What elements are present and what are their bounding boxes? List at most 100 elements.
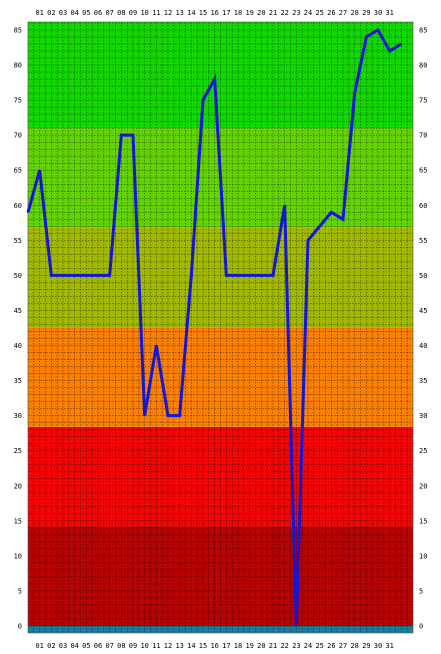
x-tick-bottom-02: 02 <box>47 642 55 650</box>
x-tick-bottom-25: 25 <box>315 642 323 650</box>
x-tick-bottom-04: 04 <box>70 642 78 650</box>
x-tick-top-24: 24 <box>304 9 312 17</box>
x-tick-top-31: 31 <box>385 9 393 17</box>
series-point-0-31 <box>388 50 391 52</box>
series-point-0-6 <box>97 274 99 277</box>
series-point-0-4 <box>73 274 76 277</box>
x-tick-bottom-23: 23 <box>292 642 300 650</box>
y-tick-right-30: 30 <box>419 412 427 420</box>
y-tick-right-50: 50 <box>419 272 427 280</box>
x-tick-bottom-06: 06 <box>94 642 102 650</box>
x-tick-top-20: 20 <box>257 9 265 17</box>
x-tick-top-10: 10 <box>140 9 148 17</box>
series-point-0-11 <box>155 344 158 347</box>
y-axis-left: 0 5 10 15 20 25 30 35 40 45 50 55 60 65 70 75 80 85 <box>14 27 22 631</box>
x-axis-bottom: 01 02 03 04 05 06 07 08 09 10 11 12 13 14 15 16 17 18 19 20… <box>35 642 393 650</box>
series-point-0-24 <box>307 239 309 242</box>
x-tick-bottom-16: 16 <box>210 642 218 650</box>
series-point-0-1 <box>38 169 41 172</box>
x-tick-top-11: 11 <box>152 9 160 17</box>
y-tick-right-35: 35 <box>419 377 427 385</box>
x-tick-bottom-03: 03 <box>59 642 67 650</box>
x-tick-top-03: 03 <box>59 9 67 17</box>
x-tick-top-23: 23 <box>292 9 300 17</box>
x-tick-top-01: 01 <box>35 9 43 17</box>
series-point-0-20 <box>260 274 263 277</box>
x-tick-top-02: 02 <box>47 9 55 17</box>
y-tick-left-5: 5 <box>18 587 22 595</box>
x-tick-bottom-11: 11 <box>152 642 160 650</box>
x-tick-top-26: 26 <box>327 9 335 17</box>
y-tick-left-75: 75 <box>14 97 22 105</box>
x-tick-bottom-17: 17 <box>222 642 230 650</box>
y-tick-left-45: 45 <box>14 307 22 315</box>
series-point-0-19 <box>248 274 251 277</box>
y-tick-right-5: 5 <box>419 587 423 595</box>
x-tick-top-06: 06 <box>94 9 102 17</box>
series-point-0-28 <box>353 92 356 94</box>
x-tick-top-25: 25 <box>315 9 323 17</box>
x-tick-top-04: 04 <box>70 9 78 17</box>
x-tick-top-27: 27 <box>339 9 347 17</box>
x-tick-bottom-26: 26 <box>327 642 335 650</box>
x-tick-bottom-24: 24 <box>304 642 312 650</box>
y-tick-left-20: 20 <box>14 482 22 490</box>
x-tick-bottom-15: 15 <box>199 642 207 650</box>
x-tick-top-19: 19 <box>245 9 253 17</box>
x-tick-bottom-30: 30 <box>374 642 382 650</box>
y-tick-left-80: 80 <box>14 62 22 70</box>
y-tick-right-80: 80 <box>419 62 427 70</box>
x-tick-top-07: 07 <box>105 9 113 17</box>
x-tick-bottom-22: 22 <box>280 642 288 650</box>
x-tick-top-17: 17 <box>222 9 230 17</box>
x-tick-bottom-13: 13 <box>175 642 183 650</box>
series-point-0-22 <box>283 204 286 207</box>
y-tick-left-65: 65 <box>14 167 22 175</box>
series-point-0-32 <box>400 43 403 45</box>
y-tick-right-60: 60 <box>419 202 427 210</box>
y-tick-right-15: 15 <box>419 517 427 525</box>
x-tick-bottom-31: 31 <box>385 642 393 650</box>
series-point-0-27 <box>342 218 344 221</box>
y-tick-right-45: 45 <box>419 307 427 315</box>
y-tick-right-40: 40 <box>419 342 427 350</box>
y-tick-right-20: 20 <box>419 482 427 490</box>
series-point-0-5 <box>85 274 88 277</box>
x-tick-top-28: 28 <box>350 9 358 17</box>
x-tick-bottom-21: 21 <box>269 642 277 650</box>
series-point-0-2 <box>50 274 53 277</box>
x-tick-bottom-07: 07 <box>105 642 113 650</box>
y-tick-left-70: 70 <box>14 132 22 140</box>
y-tick-left-30: 30 <box>14 412 22 420</box>
x-tick-top-14: 14 <box>187 9 195 17</box>
x-tick-top-15: 15 <box>199 9 207 17</box>
x-tick-top-22: 22 <box>280 9 288 17</box>
x-tick-top-12: 12 <box>164 9 172 17</box>
series-point-0-18 <box>237 274 239 277</box>
x-tick-top-09: 09 <box>129 9 137 17</box>
series-point-0-17 <box>225 274 228 277</box>
series-point-0-13 <box>178 414 181 417</box>
x-tick-bottom-09: 09 <box>129 642 137 650</box>
y-tick-right-70: 70 <box>419 132 427 140</box>
x-tick-bottom-18: 18 <box>234 642 242 650</box>
x-tick-top-18: 18 <box>234 9 242 17</box>
x-tick-bottom-14: 14 <box>187 642 195 650</box>
series-point-0-7 <box>108 274 111 277</box>
x-tick-bottom-28: 28 <box>350 642 358 650</box>
band-1 <box>28 526 413 626</box>
y-tick-left-60: 60 <box>14 202 22 210</box>
y-tick-left-25: 25 <box>14 447 22 455</box>
y-tick-left-15: 15 <box>14 517 22 525</box>
x-tick-bottom-19: 19 <box>245 642 253 650</box>
series-point-0-14 <box>190 274 193 277</box>
y-tick-left-50: 50 <box>14 272 22 280</box>
y-tick-right-10: 10 <box>419 552 427 560</box>
x-tick-top-29: 29 <box>362 9 370 17</box>
x-tick-bottom-29: 29 <box>362 642 370 650</box>
y-tick-right-85: 85 <box>419 27 427 35</box>
series-point-0-25 <box>318 225 321 228</box>
x-tick-top-13: 13 <box>175 9 183 17</box>
x-tick-bottom-10: 10 <box>140 642 148 650</box>
x-tick-top-21: 21 <box>269 9 277 17</box>
